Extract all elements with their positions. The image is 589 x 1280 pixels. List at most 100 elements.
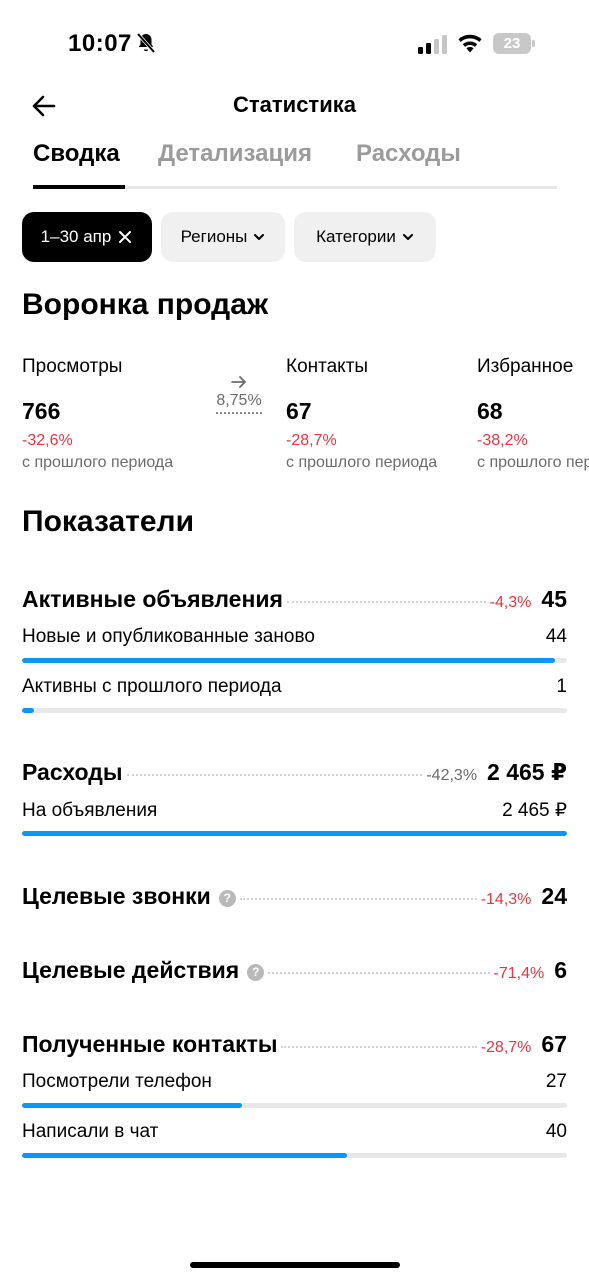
sub-value: 44 xyxy=(545,626,567,647)
funnel-label: Просмотры xyxy=(22,356,123,377)
wifi-icon xyxy=(458,34,482,53)
funnel-sub: с прошлого периода xyxy=(22,454,174,471)
metric-value: 45 xyxy=(541,586,567,612)
funnel-conversion[interactable]: 8,75% xyxy=(212,374,266,414)
tab-details[interactable]: Детализация xyxy=(158,140,312,167)
period-filter-chip[interactable]: 1–30 апр xyxy=(22,212,152,262)
metric-name: Полученные контакты xyxy=(22,1031,278,1057)
funnel-change: -32,6% xyxy=(22,432,73,449)
metric-target-actions[interactable]: Целевые действия ? -71,4% 6 xyxy=(22,957,567,987)
progress-bar xyxy=(22,1103,567,1108)
sub-label: На объявления xyxy=(22,800,158,821)
progress-bar xyxy=(22,658,567,663)
close-icon[interactable] xyxy=(117,229,133,245)
progress-bar xyxy=(22,708,567,713)
tab-active-indicator xyxy=(33,185,125,189)
funnel-sub: с прошлого периода xyxy=(477,454,589,471)
home-indicator xyxy=(190,1262,400,1268)
chevron-down-icon xyxy=(254,234,265,240)
funnel-sub: с прошлого периода xyxy=(286,454,438,471)
funnel-title: Воронка продаж xyxy=(22,288,269,321)
sub-label: Активны с прошлого периода xyxy=(22,676,282,697)
funnel-item-contacts[interactable]: Контакты 67 -28,7% с прошлого периода xyxy=(286,356,437,474)
metric-change: -14,3% xyxy=(480,891,532,908)
help-circle-icon[interactable]: ? xyxy=(247,964,265,981)
funnel-item-favorites[interactable]: Избранное 68 -38,2% с прошлого периода xyxy=(477,356,589,474)
funnel-conversion-value: 8,75% xyxy=(216,392,262,414)
progress-fill xyxy=(22,1153,348,1158)
funnel-value: 68 xyxy=(477,398,503,424)
metric-target-calls[interactable]: Целевые звонки ? -14,3% 24 xyxy=(22,883,567,913)
metric-value: 24 xyxy=(541,883,567,909)
tab-track xyxy=(33,186,557,189)
metric-name: Расходы xyxy=(22,759,123,785)
progress-fill xyxy=(22,1103,242,1108)
metric-name: Целевые действия xyxy=(22,957,240,983)
progress-bar xyxy=(22,1153,567,1158)
sub-value: 1 xyxy=(556,676,567,697)
metric-change: -4,3% xyxy=(489,594,532,611)
metric-sub-row: Написали в чат 40 xyxy=(22,1121,567,1147)
funnel-change: -38,2% xyxy=(477,432,528,449)
metric-change: -28,7% xyxy=(480,1039,532,1056)
regions-filter-label: Регионы xyxy=(180,227,248,246)
metric-name: Целевые звонки xyxy=(22,883,211,909)
sub-value: 40 xyxy=(545,1121,567,1142)
categories-filter-label: Категории xyxy=(316,227,396,246)
battery-tip xyxy=(532,40,535,47)
tab-summary[interactable]: Сводка xyxy=(33,140,120,167)
metrics-title: Показатели xyxy=(22,505,195,538)
metric-contacts[interactable]: Полученные контакты -28,7% 67 xyxy=(22,1031,567,1061)
funnel-label: Контакты xyxy=(286,356,369,377)
arrow-left-icon[interactable] xyxy=(28,90,60,122)
sub-label: Посмотрели телефон xyxy=(22,1071,212,1092)
regions-filter-chip[interactable]: Регионы xyxy=(161,212,285,262)
metric-value: 67 xyxy=(541,1031,567,1057)
status-bar: 10:07 23 xyxy=(0,0,589,80)
battery-level: 23 xyxy=(503,35,521,52)
progress-fill xyxy=(22,831,567,836)
metric-change: -71,4% xyxy=(493,965,545,982)
bell-slash-icon xyxy=(136,32,156,54)
metric-expenses[interactable]: Расходы -42,3% 2 465 ₽ xyxy=(22,759,567,789)
metric-sub-row: Посмотрели телефон 27 xyxy=(22,1071,567,1097)
progress-fill xyxy=(22,708,34,713)
battery-indicator: 23 xyxy=(493,33,535,54)
categories-filter-chip[interactable]: Категории xyxy=(294,212,436,262)
metric-sub-row: На объявления 2 465 ₽ xyxy=(22,799,567,825)
chevron-down-icon xyxy=(402,234,413,240)
sub-label: Новые и опубликованные заново xyxy=(22,626,315,647)
dotted-leader xyxy=(286,601,486,603)
battery-body xyxy=(493,33,531,54)
progress-fill xyxy=(22,658,555,663)
metric-value: 6 xyxy=(554,957,567,983)
period-filter-label: 1–30 апр xyxy=(40,227,112,246)
sub-label: Написали в чат xyxy=(22,1121,159,1142)
metric-value: 2 465 ₽ xyxy=(487,759,567,785)
funnel-item-views[interactable]: Просмотры 766 -32,6% с прошлого периода xyxy=(22,356,173,474)
dotted-leader xyxy=(126,774,423,776)
cellular-signal-icon xyxy=(418,35,447,54)
sub-value: 27 xyxy=(545,1071,567,1092)
metric-sub-row: Новые и опубликованные заново 44 xyxy=(22,626,567,652)
help-circle-icon[interactable]: ? xyxy=(218,890,236,907)
dotted-leader xyxy=(281,1046,477,1048)
dotted-leader xyxy=(239,898,477,900)
metric-name: Активные объявления xyxy=(22,586,283,612)
funnel-change: -28,7% xyxy=(286,432,337,449)
sub-value: 2 465 ₽ xyxy=(502,800,567,821)
metric-sub-row: Активны с прошлого периода 1 xyxy=(22,676,567,702)
dotted-leader xyxy=(268,972,490,974)
status-time: 10:07 xyxy=(68,30,132,57)
tab-expenses[interactable]: Расходы xyxy=(356,140,461,167)
metric-change: -42,3% xyxy=(426,767,478,784)
funnel-value: 67 xyxy=(286,398,312,424)
metric-active-ads[interactable]: Активные объявления -4,3% 45 xyxy=(22,586,567,616)
page-title: Статистика xyxy=(233,92,356,117)
progress-bar xyxy=(22,831,567,836)
tab-bar: Сводка Детализация Расходы xyxy=(33,140,557,192)
arrow-right-icon xyxy=(231,376,246,388)
funnel-value: 766 xyxy=(22,398,61,424)
funnel-label: Избранное xyxy=(477,356,574,377)
